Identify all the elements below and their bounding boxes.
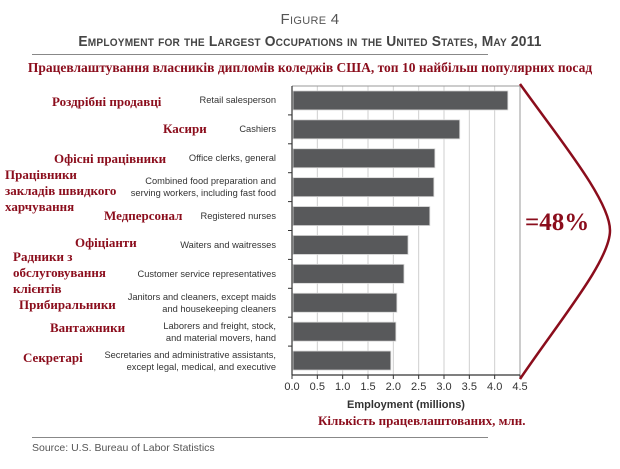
- ua-category-label: Працівники закладів швидкого харчування: [5, 167, 116, 215]
- x-tick-label: 0.0: [284, 381, 299, 393]
- bracket-curve: [518, 83, 612, 380]
- ua-category-label-line: Касири: [163, 121, 207, 136]
- ua-category-label-line: Прибиральники: [19, 297, 116, 312]
- ua-category-label: Секретарі: [23, 350, 83, 366]
- y-tick-label-line: Office clerks, general: [188, 153, 276, 164]
- x-tick-label: 1.0: [335, 381, 350, 393]
- y-tick-label-line: Laborers and freight, stock,: [163, 320, 276, 331]
- ua-category-label: Офіціанти: [75, 235, 137, 251]
- x-axis-title: Employment (millions): [347, 399, 465, 411]
- figure-label: Figure 4: [280, 11, 340, 28]
- bar: [292, 235, 409, 255]
- x-tick-label: 3.5: [462, 381, 477, 393]
- y-tick-label: Secretaries and administrative assistant…: [104, 349, 276, 373]
- ua-category-label-line: Офісні працівники: [54, 151, 167, 166]
- source-divider: [32, 437, 488, 438]
- y-tick-label: Laborers and freight, stock, and material…: [163, 320, 276, 344]
- y-tick-label: Cashiers: [239, 123, 276, 135]
- bar: [292, 119, 461, 140]
- y-tick-label: Retail salesperson: [200, 94, 276, 106]
- ua-category-label-line: клієнтів: [13, 281, 62, 296]
- y-tick-label-line: Waiters and waitresses: [180, 239, 276, 250]
- y-tick-label: Combined food preparation and serving wor…: [131, 175, 276, 199]
- x-tick-label: 0.5: [310, 381, 325, 393]
- ua-category-label: Медперсонал: [104, 208, 182, 224]
- y-tick-label-line: Customer service representatives: [137, 268, 276, 279]
- x-axis-title-ua: Кількість працевлаштованих, млн.: [318, 413, 526, 428]
- ua-subtitle: Працевлаштування власників дипломів коле…: [27, 60, 593, 75]
- ua-category-label: Касири: [163, 121, 207, 137]
- title-divider: [32, 54, 488, 55]
- bar: [292, 90, 509, 111]
- bar: [292, 206, 431, 226]
- ua-category-label-line: харчування: [5, 199, 75, 214]
- x-tick-label: 4.5: [512, 381, 527, 393]
- ua-category-label-line: Працівники: [5, 167, 77, 182]
- source-note: Source: U.S. Bureau of Labor Statistics: [32, 442, 215, 454]
- x-tick-label: 4.0: [487, 381, 502, 393]
- ua-category-label: Радники з обслуговування клієнтів: [13, 249, 106, 297]
- x-tick-label: 2.0: [386, 381, 401, 393]
- y-tick-label-line: Retail salesperson: [199, 95, 276, 106]
- y-tick-label-line: Combined food preparation and: [145, 176, 276, 187]
- percentage-annotation: =48%: [525, 209, 590, 236]
- y-tick-label: Registered nurses: [201, 210, 276, 222]
- y-tick-label-line: and housekeeping cleaners: [162, 303, 276, 314]
- chart-title: Employment for the Largest Occupations i…: [78, 33, 542, 50]
- x-tick-label: 1.5: [360, 381, 375, 393]
- ua-category-label-line: обслуговування: [13, 265, 106, 280]
- bar: [292, 350, 392, 371]
- bars: [292, 90, 509, 371]
- ua-category-label: Вантажники: [50, 320, 125, 336]
- ua-category-label-line: Секретарі: [23, 350, 83, 365]
- ua-category-label-line: Вантажники: [50, 320, 126, 335]
- ua-category-label-line: Радники з: [13, 249, 73, 264]
- ua-category-label-line: закладів швидкого: [5, 183, 117, 198]
- y-tick-label-line: Secretaries and administrative assistant…: [104, 349, 276, 360]
- axes: [288, 85, 521, 379]
- bar: [292, 292, 398, 313]
- ua-category-label: Роздрібні продавці: [52, 94, 161, 110]
- x-tick-label: 3.0: [436, 381, 451, 393]
- ua-category-label: Прибиральники: [19, 297, 116, 313]
- y-tick-label-line: Registered nurses: [200, 211, 276, 222]
- y-tick-label: Customer service representatives: [138, 268, 276, 280]
- y-tick-label-line: except legal, medical, and executive: [126, 361, 276, 372]
- y-tick-label-line: Cashiers: [239, 124, 276, 135]
- bar: [292, 263, 405, 284]
- y-tick-label-line: serving workers, including fast food: [130, 188, 276, 199]
- y-tick-label: Waiters and waitresses: [180, 239, 276, 251]
- ua-category-label: Офісні працівники: [54, 151, 166, 167]
- ua-category-label-line: Медперсонал: [104, 208, 183, 223]
- y-tick-label-line: and material movers, hand: [165, 332, 276, 343]
- y-tick-label: Janitors and cleaners, except maids and h…: [128, 291, 276, 315]
- y-tick-label: Office clerks, general: [189, 152, 276, 164]
- x-tick-label: 2.5: [411, 381, 426, 393]
- bar: [292, 177, 435, 198]
- ua-category-label-line: Офіціанти: [75, 235, 137, 250]
- bar: [292, 321, 397, 342]
- ua-category-label-line: Роздрібні продавці: [52, 94, 162, 109]
- y-tick-label-line: Janitors and cleaners, except maids: [127, 291, 276, 302]
- x-tick-labels: 0.0 0.5 1.0 1.5 2.0 2.5 3.0 3.5 4.0 4.5: [284, 381, 527, 393]
- bar: [292, 148, 436, 169]
